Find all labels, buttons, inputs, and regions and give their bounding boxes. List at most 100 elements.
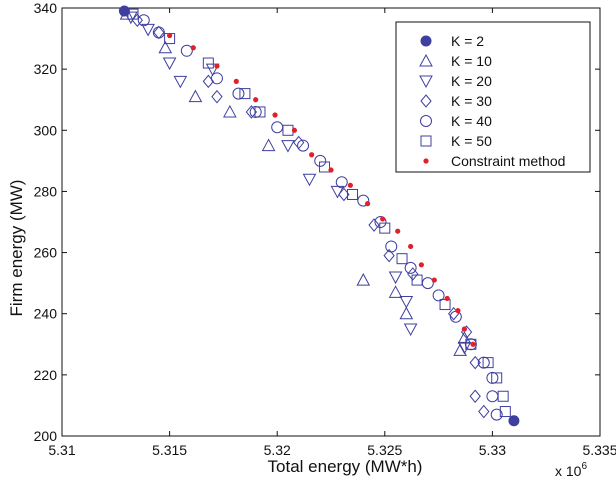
data-point — [347, 188, 359, 200]
data-point — [239, 88, 251, 100]
data-point — [210, 72, 223, 85]
data-point — [388, 285, 403, 298]
data-point — [261, 138, 276, 152]
data-point — [469, 389, 481, 404]
data-point — [291, 127, 298, 133]
data-point — [379, 222, 391, 234]
data-point — [335, 176, 348, 189]
data-point — [455, 308, 461, 314]
legend-marker — [419, 53, 433, 67]
data-point — [470, 341, 476, 347]
data-point — [253, 97, 259, 103]
y-tick-label: 280 — [34, 183, 58, 199]
data-point — [328, 167, 334, 173]
series-k-10 — [119, 7, 472, 356]
legend-marker — [420, 35, 432, 47]
data-point — [364, 201, 371, 207]
data-point — [388, 271, 403, 285]
x-axis-multiplier: x 106 — [555, 461, 587, 479]
data-point — [464, 338, 477, 351]
data-point — [408, 243, 414, 250]
x-tick-label: 5.31 — [48, 442, 75, 458]
y-tick-label: 340 — [34, 0, 58, 16]
data-point — [205, 63, 220, 77]
data-point — [461, 326, 468, 332]
data-point — [245, 105, 258, 119]
legend-marker — [420, 115, 432, 127]
y-tick-label: 200 — [34, 428, 58, 444]
data-point — [281, 140, 295, 153]
x-axis-ticks: 5.31 5.315 5.32 5.325 5.33 5.335 — [48, 8, 616, 458]
data-point — [482, 357, 494, 369]
data-point — [297, 139, 310, 152]
data-point — [330, 185, 345, 199]
data-point — [356, 273, 371, 286]
y-axis-ticks: 200 220 240 260 280 300 320 340 — [34, 0, 600, 444]
data-point — [167, 32, 173, 39]
data-point — [499, 406, 511, 418]
data-point — [399, 306, 414, 320]
legend-label: Constraint method — [451, 153, 565, 169]
data-point — [407, 267, 419, 281]
data-point — [457, 341, 472, 355]
data-point — [421, 277, 434, 290]
legend-marker — [419, 75, 433, 89]
y-tick-label: 320 — [34, 61, 58, 77]
data-point — [357, 194, 370, 207]
data-point — [508, 415, 520, 427]
legend-marker — [420, 94, 432, 108]
data-point — [469, 355, 481, 370]
data-point — [162, 57, 177, 71]
data-point — [158, 40, 173, 54]
data-point — [180, 44, 193, 57]
data-point — [486, 390, 499, 403]
data-point — [214, 63, 220, 69]
data-point — [118, 5, 130, 17]
data-point — [232, 87, 245, 100]
series-constraint-method — [167, 32, 476, 347]
legend-marker — [423, 158, 429, 164]
data-point — [223, 104, 237, 118]
series-layer — [118, 5, 520, 427]
data-point — [404, 261, 417, 274]
data-point — [347, 182, 353, 188]
data-point — [431, 277, 437, 283]
x-tick-label: 5.315 — [152, 442, 187, 458]
y-tick-label: 220 — [34, 367, 58, 383]
x-tick-label: 5.33 — [479, 442, 506, 458]
series-k-2 — [118, 5, 520, 427]
series-k-20 — [124, 11, 472, 355]
data-point — [453, 343, 467, 356]
legend-label: K = 2 — [451, 33, 484, 49]
x-multiplier-base: x 10 — [555, 463, 582, 479]
data-point — [211, 89, 223, 104]
y-tick-label: 240 — [34, 306, 58, 322]
data-point — [141, 23, 155, 37]
data-point — [491, 372, 503, 384]
data-point — [444, 295, 450, 302]
y-axis-title: Firm energy (MW) — [7, 180, 26, 317]
data-point — [302, 173, 317, 187]
data-point — [254, 106, 266, 118]
x-axis-title: Total energy (MW*h) — [268, 457, 423, 476]
data-point — [490, 408, 503, 421]
x-tick-label: 5.32 — [264, 442, 291, 458]
x-multiplier-exponent: 6 — [581, 461, 587, 472]
y-tick-label: 300 — [34, 122, 58, 138]
data-point — [418, 262, 424, 268]
data-point — [137, 14, 150, 27]
legend-marker — [420, 135, 432, 147]
legend-label: K = 30 — [451, 93, 492, 109]
legend: K = 2 K = 10 K = 20 K = 30 K = 40 K = 50 Const… — [395, 21, 591, 173]
data-point — [368, 218, 380, 232]
data-point — [202, 74, 214, 89]
x-tick-label: 5.325 — [367, 442, 402, 458]
data-point — [396, 253, 408, 265]
data-point — [124, 11, 138, 25]
data-point — [457, 331, 472, 344]
y-tick-label: 260 — [34, 245, 58, 261]
data-point — [233, 78, 239, 84]
data-point — [188, 89, 203, 103]
